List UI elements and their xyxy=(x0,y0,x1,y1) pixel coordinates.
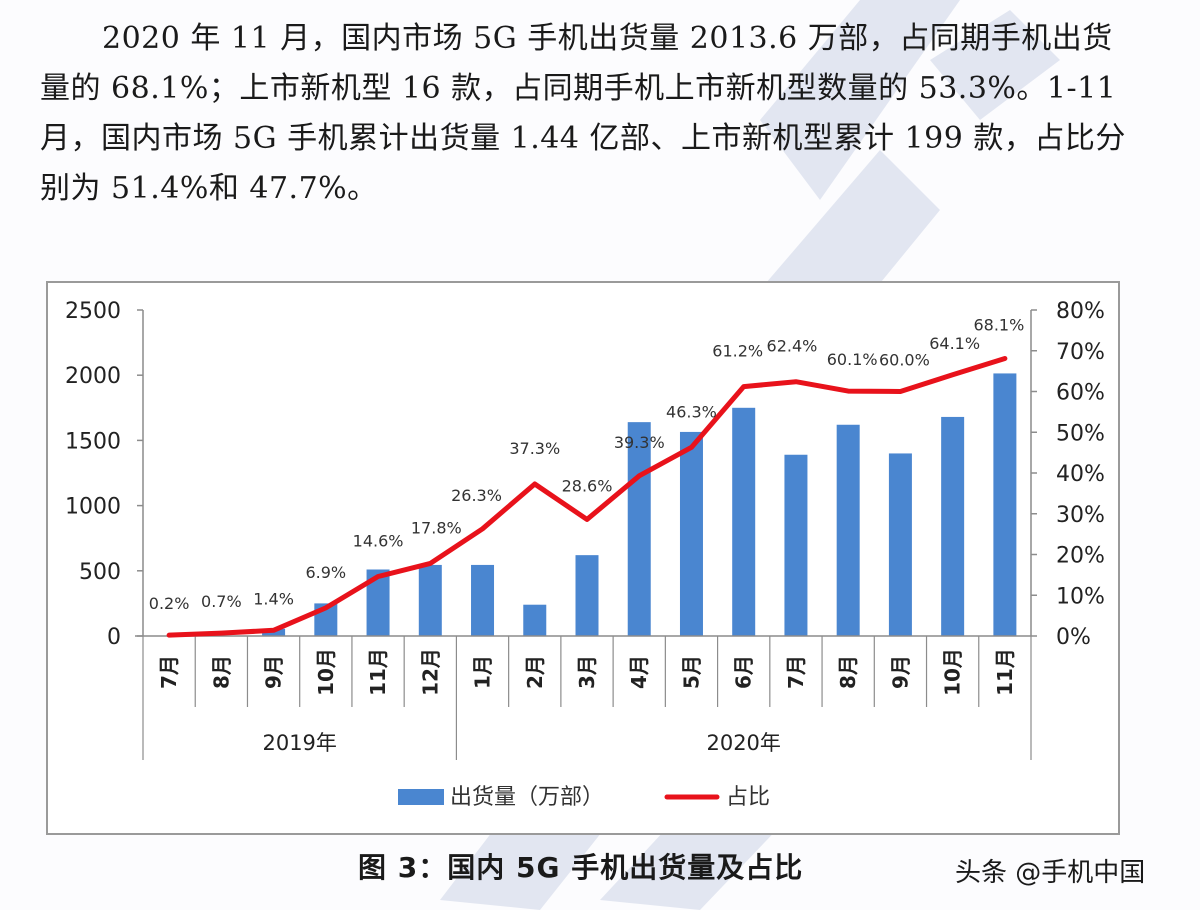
bar xyxy=(627,422,651,636)
bar xyxy=(523,604,547,636)
data-label: 61.2% xyxy=(712,342,763,361)
figure-caption: 图 3：国内 5G 手机出货量及占比 xyxy=(358,851,804,884)
left-tick-label: 1500 xyxy=(65,429,121,454)
legend-bar-label: 出货量（万部） xyxy=(450,785,604,810)
bar xyxy=(366,569,390,636)
data-label: 17.8% xyxy=(411,518,462,537)
body-paragraph: 2020 年 11 月，国内市场 5G 手机出货量 2013.6 万部，占同期手… xyxy=(40,14,1150,214)
data-label: 37.3% xyxy=(509,439,560,458)
right-y-axis: 0% 10% 20% 30% 40% 50% 60% 70% 80% xyxy=(1030,299,1105,650)
data-label: 26.3% xyxy=(451,486,502,505)
category-label: 8月 xyxy=(836,655,860,689)
data-label: 60.1% xyxy=(827,350,878,369)
right-tick-label: 70% xyxy=(1056,340,1105,365)
right-tick-label: 10% xyxy=(1056,584,1105,609)
category-label: 9月 xyxy=(888,655,912,689)
legend-line-label: 占比 xyxy=(726,785,770,810)
category-label: 8月 xyxy=(209,655,233,689)
category-label: 1月 xyxy=(471,655,495,689)
right-tick-label: 80% xyxy=(1056,299,1105,324)
category-label: 9月 xyxy=(262,655,286,689)
bar xyxy=(679,431,703,636)
x-axis: 7月 8月 9月 10月 11月 12月 1月 2月 3月 4月 5月 6月 7月 8月 9月 10月 11月 2… xyxy=(135,635,1032,760)
category-label: 6月 xyxy=(732,655,756,689)
right-tick-label: 0% xyxy=(1056,625,1091,650)
bar xyxy=(836,424,860,636)
bar xyxy=(784,454,808,636)
line-series: 0.2% 0.7% 1.4% 6.9% 14.6% 17.8% 26.3% 37.3%28.6… xyxy=(149,315,1024,638)
group-label: 2020年 xyxy=(706,731,780,755)
data-label: 0.2% xyxy=(149,594,190,613)
bar xyxy=(575,555,599,636)
right-tick-label: 40% xyxy=(1056,462,1105,487)
left-tick-label: 2000 xyxy=(65,364,121,389)
bar xyxy=(888,453,912,636)
right-tick-label: 30% xyxy=(1056,503,1105,528)
category-label: 2月 xyxy=(523,655,547,689)
data-label: 60.0% xyxy=(879,351,930,370)
data-label: 0.7% xyxy=(201,592,242,611)
category-label: 10月 xyxy=(314,648,338,696)
bar xyxy=(418,564,442,636)
bar xyxy=(941,416,965,636)
category-label: 7月 xyxy=(784,655,808,689)
left-tick-label: 1000 xyxy=(65,495,121,520)
left-tick-label: 0 xyxy=(107,625,121,650)
paragraph-line: 量的 68.1%；上市新机型 16 款，占同期手机上市新机型数量的 53.3%。… xyxy=(40,71,1117,106)
right-tick-label: 20% xyxy=(1056,544,1105,569)
group-label: 2019年 xyxy=(262,731,336,755)
data-label: 64.1% xyxy=(929,334,980,353)
data-label: 28.6% xyxy=(562,476,613,495)
category-label: 11月 xyxy=(366,648,390,696)
paragraph-line: 别为 51.4%和 47.7%。 xyxy=(40,171,378,206)
paragraph-line: 2020 年 11 月，国内市场 5G 手机出货量 2013.6 万部，占同期手… xyxy=(102,21,1113,56)
data-label: 6.9% xyxy=(305,563,346,582)
category-label: 5月 xyxy=(679,655,703,689)
data-label: 46.3% xyxy=(666,402,717,421)
category-label: 10月 xyxy=(941,648,965,696)
data-label: 1.4% xyxy=(253,589,294,608)
right-tick-label: 50% xyxy=(1056,421,1105,446)
category-label: 3月 xyxy=(575,655,599,689)
bar xyxy=(993,373,1017,636)
legend-bar-swatch xyxy=(398,789,444,805)
category-label: 4月 xyxy=(627,655,651,689)
category-label: 12月 xyxy=(418,648,442,696)
data-label: 62.4% xyxy=(767,337,818,356)
legend: 出货量（万部） 占比 xyxy=(398,785,770,810)
left-tick-label: 500 xyxy=(79,560,121,585)
left-y-axis: 0 500 1000 1500 2000 2500 xyxy=(65,299,144,650)
category-label: 7月 xyxy=(157,655,181,689)
share-line xyxy=(166,355,1008,638)
category-label: 11月 xyxy=(993,648,1017,696)
source-credit: 头条 @手机中国 xyxy=(955,858,1146,888)
left-tick-label: 2500 xyxy=(65,299,121,324)
bar xyxy=(732,407,756,636)
data-label: 39.3% xyxy=(614,433,665,452)
right-tick-label: 60% xyxy=(1056,381,1105,406)
data-label: 14.6% xyxy=(353,532,404,551)
paragraph-line: 月，国内市场 5G 手机累计出货量 1.44 亿部、上市新机型累计 199 款，… xyxy=(40,121,1126,156)
data-label: 68.1% xyxy=(973,315,1024,334)
bar-series xyxy=(157,373,1017,636)
bar xyxy=(471,564,495,636)
